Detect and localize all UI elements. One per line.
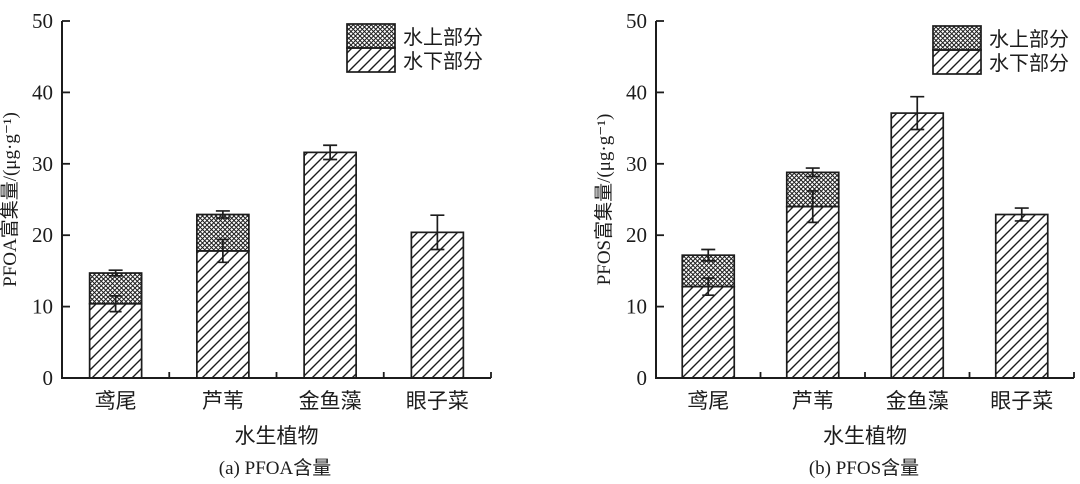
legend-label: 水下部分 bbox=[989, 52, 1069, 75]
legend-swatch-crosshatch bbox=[346, 23, 396, 49]
error-bar bbox=[430, 214, 445, 251]
x-axis-label: 水生植物 bbox=[823, 424, 907, 448]
y-tick-label: 0 bbox=[637, 366, 648, 390]
bar-underwater-segment bbox=[410, 231, 465, 379]
bar-underwater-segment bbox=[785, 205, 840, 379]
y-tick-label: 20 bbox=[32, 223, 53, 247]
y-tick-label: 30 bbox=[626, 152, 647, 176]
error-bar bbox=[323, 144, 338, 161]
y-axis-label: PFOA富集量/(μg·g⁻¹) bbox=[0, 112, 21, 287]
legend-label: 水下部分 bbox=[403, 50, 483, 73]
bar-underwater-segment bbox=[994, 213, 1049, 379]
y-tick-label: 20 bbox=[626, 223, 647, 247]
pfos-bar-chart: 0 10 20 30 40 50 PFOS富集量/(μg·g⁻¹) 鸢尾 芦苇 金鱼藻 眼子菜水生植… bbox=[593, 9, 1075, 448]
pfoa-bar-chart: 0 10 20 30 40 50 PFOA富集量/(μg·g⁻¹) 鸢尾 芦苇 金鱼藻 眼子菜水生植… bbox=[0, 9, 492, 448]
error-bar bbox=[701, 248, 716, 262]
error-bar bbox=[806, 190, 819, 224]
x-category-label: 金鱼藻 bbox=[299, 389, 362, 413]
panel-caption-a: (a) PFOA含量 bbox=[218, 458, 332, 479]
x-category-label: 芦苇 bbox=[202, 389, 244, 413]
x-category-label: 芦苇 bbox=[792, 389, 834, 413]
y-tick-label: 50 bbox=[32, 9, 53, 33]
y-tick-label: 10 bbox=[32, 295, 53, 319]
legend-swatch-diagonal bbox=[346, 47, 396, 73]
error-bar bbox=[1014, 207, 1029, 222]
y-tick-label: 10 bbox=[626, 295, 647, 319]
y-tick-label: 40 bbox=[32, 80, 53, 104]
y-axis-label: PFOS富集量/(μg·g⁻¹) bbox=[593, 114, 615, 286]
legend-label: 水上部分 bbox=[989, 28, 1069, 51]
bar-underwater-segment bbox=[303, 151, 357, 379]
x-axis-label: 水生植物 bbox=[235, 424, 319, 448]
legend-label: 水上部分 bbox=[403, 26, 483, 49]
y-tick-label: 50 bbox=[626, 9, 647, 33]
error-bar bbox=[215, 210, 230, 219]
legend-swatch-diagonal bbox=[932, 49, 982, 75]
x-category-label: 鸢尾 bbox=[687, 389, 729, 413]
error-bar bbox=[109, 295, 122, 313]
x-category-label: 金鱼藻 bbox=[886, 389, 949, 413]
bar-underwater-segment bbox=[88, 302, 143, 379]
y-tick-label: 40 bbox=[626, 80, 647, 104]
error-bar bbox=[702, 277, 715, 297]
bar-underwater-segment bbox=[890, 112, 945, 379]
error-bar bbox=[108, 269, 123, 277]
legend-swatch-crosshatch bbox=[932, 25, 982, 51]
error-bar bbox=[910, 95, 925, 131]
x-category-label: 眼子菜 bbox=[990, 389, 1053, 413]
bar-underwater-segment bbox=[196, 250, 250, 379]
y-tick-label: 0 bbox=[43, 366, 54, 390]
x-category-label: 鸢尾 bbox=[95, 389, 137, 413]
error-bar bbox=[216, 238, 229, 264]
error-bar bbox=[805, 167, 820, 178]
bar-underwater-segment bbox=[681, 285, 736, 379]
panel-caption-b: (b) PFOS含量 bbox=[808, 458, 920, 479]
y-tick-label: 30 bbox=[32, 152, 53, 176]
x-category-label: 眼子菜 bbox=[406, 389, 469, 413]
